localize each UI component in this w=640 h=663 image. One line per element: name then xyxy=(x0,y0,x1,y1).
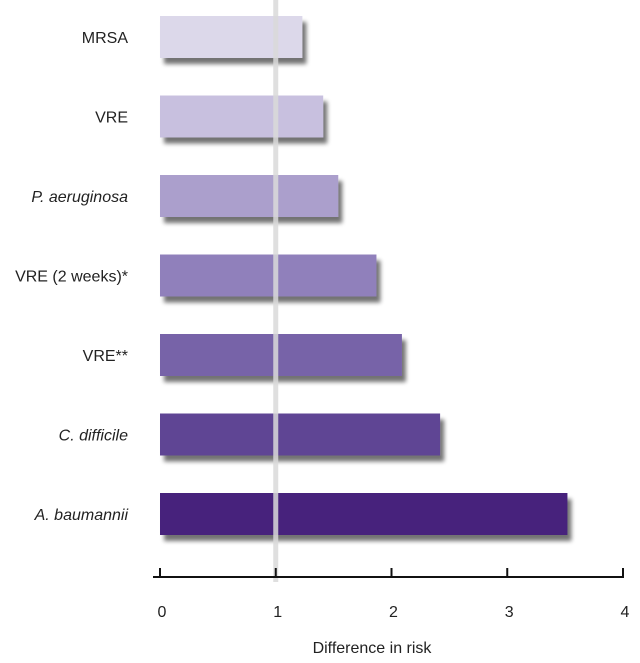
bar-vre xyxy=(160,95,324,138)
category-label-c-difficile: C. difficile xyxy=(59,428,128,445)
x-tick-label-2: 2 xyxy=(389,604,398,621)
bar-p-aeruginosa xyxy=(160,175,339,217)
category-labels: MRSA VRE P. aeruginosa VRE (2 weeks)* VRE** C… xyxy=(15,30,128,524)
category-label-vre: VRE xyxy=(95,110,128,127)
bar-mrsa xyxy=(160,16,303,58)
category-label-p-aeruginosa: P. aeruginosa xyxy=(31,189,128,206)
x-tick-label-3: 3 xyxy=(505,604,514,621)
category-label-mrsa: MRSA xyxy=(82,30,129,47)
category-label-vre-2-weeks: VRE (2 weeks)* xyxy=(15,269,128,286)
bar-a-baumannii xyxy=(160,493,568,535)
x-tick-label-1: 1 xyxy=(273,604,282,621)
x-axis-title: Difference in risk xyxy=(313,640,433,657)
bar-c-difficile xyxy=(160,413,441,456)
x-tick-label-4: 4 xyxy=(621,604,630,621)
x-axis: 0 1 2 3 4 xyxy=(153,568,630,621)
reference-line xyxy=(273,0,279,582)
category-label-vre: VRE** xyxy=(83,348,128,365)
x-tick-label-0: 0 xyxy=(158,604,167,621)
bars-layer xyxy=(160,16,568,535)
bar-vre xyxy=(160,334,402,376)
category-label-a-baumannii: A. baumannii xyxy=(34,507,129,524)
bar-vre-2-weeks xyxy=(160,254,377,297)
